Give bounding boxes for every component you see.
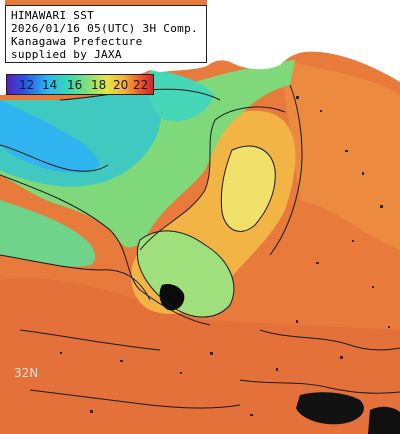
cloud-patch-se: [368, 406, 400, 434]
title-line-datetime: 2026/01/16 05(UTC) 3H Comp.: [11, 22, 198, 35]
yellow-core: [221, 146, 276, 232]
sst-speckles: [60, 96, 390, 416]
legend-tick-22: 22: [133, 78, 149, 92]
sst-contours: [0, 84, 400, 409]
land-north: [207, 0, 400, 82]
land-west: [0, 0, 207, 95]
warm-patch: [280, 60, 400, 250]
title-line-product: HIMAWARI SST: [11, 9, 95, 22]
legend-tick-20: 20: [113, 78, 129, 92]
cloud-patch-center: [159, 284, 185, 311]
legend-tick-16: 16: [67, 78, 83, 92]
cloud-patch-south: [296, 392, 364, 425]
legend-tick-18: 18: [91, 78, 107, 92]
legend-tick-14: 14: [42, 78, 58, 92]
color-legend: 12 14 16 18 20 22: [6, 74, 154, 95]
title-box: HIMAWARI SST 2026/01/16 05(UTC) 3H Comp.…: [5, 5, 207, 63]
title-line-region: Kanagawa Prefecture: [11, 35, 143, 48]
title-line-source: supplied by JAXA: [11, 48, 122, 61]
green-west: [0, 200, 96, 267]
legend-tick-12: 12: [19, 78, 35, 92]
latitude-label: 32N: [14, 366, 39, 380]
legend-gradient: [7, 75, 153, 94]
cyan-bay: [148, 70, 215, 122]
